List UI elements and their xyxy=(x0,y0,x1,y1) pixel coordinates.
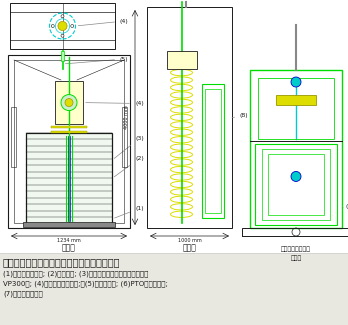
Text: (3): (3) xyxy=(114,136,144,159)
Text: (5): (5) xyxy=(65,57,129,64)
Text: 1000 mm: 1000 mm xyxy=(177,238,201,243)
Text: (7): (7) xyxy=(342,204,348,209)
Text: 正面図: 正面図 xyxy=(62,243,76,252)
Bar xyxy=(242,228,348,236)
Text: (2): (2) xyxy=(114,156,144,177)
Text: (8): (8) xyxy=(232,113,248,119)
Text: (4): (4) xyxy=(86,101,144,106)
Bar xyxy=(147,7,232,228)
Circle shape xyxy=(51,24,54,28)
Bar xyxy=(8,55,130,228)
Text: 4000 mm: 4000 mm xyxy=(125,106,129,129)
Text: (4): (4) xyxy=(78,19,129,26)
Bar xyxy=(23,222,115,227)
Text: 側面図: 側面図 xyxy=(183,243,196,252)
Circle shape xyxy=(291,77,301,87)
Text: (1)土壌切り込み刃; (2)ドリル管; (3)土壌モノリスサンプル管（塩ビ: (1)土壌切り込み刃; (2)ドリル管; (3)土壌モノリスサンプル管（塩ビ xyxy=(3,270,148,277)
Text: (1): (1) xyxy=(114,206,144,218)
Text: VP300）; (4)回転ギアボックス;　(5)押込ロッド; (6)PTO接続リフト;: VP300）; (4)回転ギアボックス; (5)押込ロッド; (6)PTO接続リ… xyxy=(3,280,168,287)
Bar xyxy=(51,126,87,128)
Circle shape xyxy=(65,98,73,107)
Bar xyxy=(10,3,115,49)
Bar xyxy=(26,133,112,224)
Bar xyxy=(258,78,334,139)
Circle shape xyxy=(291,172,301,181)
Bar xyxy=(0,0,348,253)
Bar xyxy=(250,70,342,228)
Bar xyxy=(14,60,124,223)
Bar xyxy=(205,89,221,213)
Circle shape xyxy=(61,95,77,110)
Circle shape xyxy=(61,34,64,37)
Circle shape xyxy=(58,21,67,31)
Circle shape xyxy=(71,24,74,28)
Bar xyxy=(166,51,197,69)
Bar xyxy=(268,154,324,215)
Bar xyxy=(51,131,87,133)
Text: 正面図: 正面図 xyxy=(290,255,302,261)
Text: 図１　不攪乱大型土壌コア採取装置の概略図: 図１ 不攪乱大型土壌コア採取装置の概略図 xyxy=(3,257,120,267)
Bar xyxy=(202,84,224,218)
Text: ドリル管取り外し: ドリル管取り外し xyxy=(281,246,311,252)
Bar xyxy=(122,107,127,167)
Bar xyxy=(255,144,337,225)
Bar xyxy=(61,51,64,61)
Text: 1234 mm: 1234 mm xyxy=(57,238,81,243)
Bar xyxy=(262,149,330,220)
Bar xyxy=(55,81,83,124)
Bar xyxy=(276,95,316,105)
Bar xyxy=(11,107,16,167)
Text: (7)浮上防止ロック: (7)浮上防止ロック xyxy=(3,290,43,297)
Circle shape xyxy=(61,15,64,18)
